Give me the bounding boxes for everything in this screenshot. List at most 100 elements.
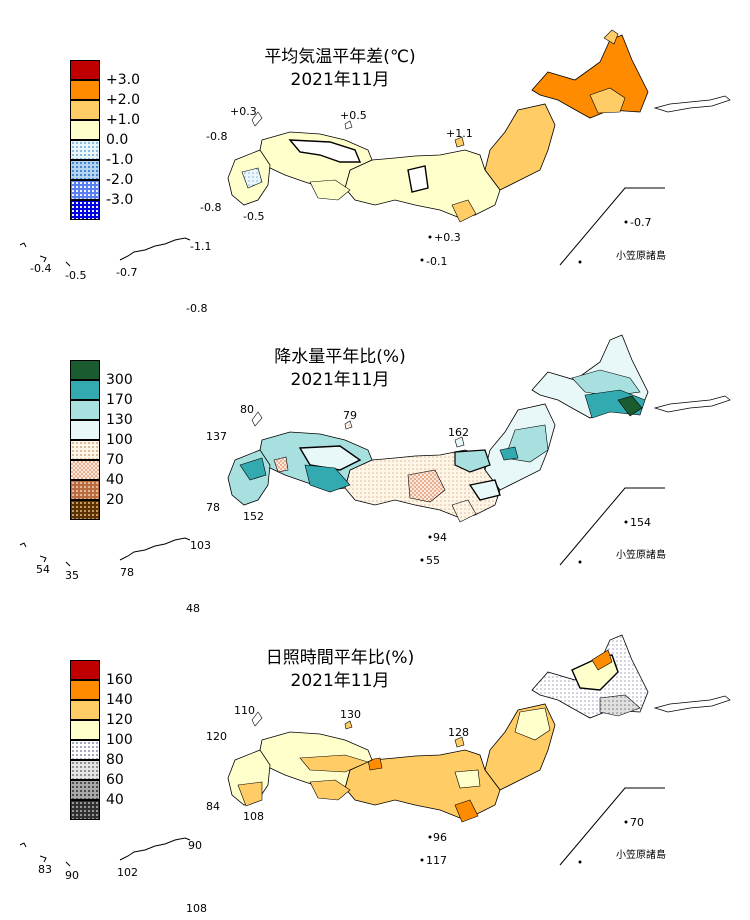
tsushima-island: [251, 411, 263, 427]
ogasawara-inset-frame: [559, 487, 665, 566]
temperature-value-1: +0.5: [340, 109, 367, 122]
sunshine-value-2: 128: [448, 726, 469, 739]
precipitation-value-7: 54: [36, 563, 50, 576]
precipitation-legend-label-1: 170: [106, 392, 133, 408]
sunshine-value-12: 117: [426, 854, 447, 867]
sunshine-value-6: 90: [188, 839, 202, 852]
chugoku-sunny-band: [299, 754, 369, 773]
minamitorishima-island: [578, 560, 582, 564]
temperature-value-10: -0.8: [186, 302, 208, 315]
hokuriku-wet: [454, 449, 491, 473]
precipitation-legend-box-5: [70, 460, 100, 480]
nansei-islands: [19, 537, 191, 567]
temperature-legend-box-7: [70, 200, 100, 220]
precipitation-panel: 降水量平年比(%) 2021年11月 300 170 130 100 70 40…: [0, 300, 750, 614]
hokkaido-north-tip: [603, 29, 619, 45]
precipitation-value-2: 162: [448, 426, 469, 439]
hachijojima-island: [428, 235, 432, 239]
sunshine-value-0: 110: [234, 704, 255, 717]
nansei-islands: [19, 237, 191, 267]
precipitation-value-10: 48: [186, 602, 200, 615]
temperature-panel: 平均気温平年差(℃) 2021年11月 +3.0 +2.0 +1.0 0.0 -…: [0, 0, 750, 314]
precipitation-legend-label-2: 130: [106, 412, 133, 428]
chubu-normal-spot: [454, 769, 481, 789]
precipitation-map: [19, 334, 731, 567]
sunshine-value-5: 108: [243, 810, 264, 823]
temperature-legend-label-5: -2.0: [106, 172, 134, 188]
sunshine-legend-label-3: 100: [106, 732, 133, 748]
sunshine-legend-box-4: [70, 740, 100, 760]
hokkaido-very-wet: [617, 395, 643, 417]
precipitation-legend-box-6: [70, 480, 100, 500]
temperature-legend-box-1: [70, 80, 100, 100]
precipitation-legend-box-0: [70, 360, 100, 380]
temperature-legend-label-3: 0.0: [106, 132, 129, 148]
temperature-legend-box-4: [70, 140, 100, 160]
sunshine-value-13: 70: [630, 816, 644, 829]
temperature-legend-box-0: [70, 60, 100, 80]
kyushu-wet-area: [239, 457, 267, 481]
sunshine-value-10: 108: [186, 902, 207, 915]
hokkaido-inner: [589, 87, 626, 114]
sunshine-legend-box-6: [70, 780, 100, 800]
shikoku-region: [309, 779, 351, 801]
precipitation-value-11: 94: [433, 531, 447, 544]
precipitation-legend-label-3: 100: [106, 432, 133, 448]
tsushima-island: [251, 111, 263, 127]
chubu-dry: [407, 469, 446, 503]
sunshine-legend-label-1: 140: [106, 692, 133, 708]
aogashima-island: [420, 558, 424, 562]
temperature-legend-label-6: -3.0: [106, 192, 134, 208]
precipitation-title-line1: 降水量平年比(%): [274, 347, 406, 367]
temperature-legend-box-5: [70, 160, 100, 180]
temperature-legend-box-2: [70, 100, 100, 120]
precipitation-value-12: 55: [426, 554, 440, 567]
sunshine-legend-box-5: [70, 760, 100, 780]
sunshine-legend-label-4: 80: [106, 752, 124, 768]
kinki-coast-sunny: [367, 757, 383, 771]
sunshine-ogasawara-label: 小笠原諸島: [616, 850, 666, 861]
ogasawara-inset-frame: [559, 787, 665, 866]
chichijima-island: [624, 220, 628, 224]
chugoku-inner: [298, 445, 362, 471]
sado-island: [454, 736, 465, 748]
temperature-map: [19, 29, 731, 267]
tohoku-wet-core: [499, 446, 519, 461]
hachijojima-island: [428, 535, 432, 539]
boso-peninsula: [451, 499, 477, 523]
chugoku-northwest: [288, 139, 362, 163]
temperature-value-0: +0.3: [230, 105, 257, 118]
ogasawara-inset-frame: [559, 187, 665, 266]
tohoku-region: [484, 103, 556, 191]
temperature-legend-label-1: +2.0: [106, 92, 140, 108]
precipitation-ogasawara-label: 小笠原諸島: [616, 550, 666, 561]
temperature-value-6: -1.1: [190, 240, 212, 253]
sunshine-panel: 日照時間平年比(%) 2021年11月 160 140 120 100 80 6…: [0, 600, 750, 914]
temperature-title-line1: 平均気温平年差(℃): [264, 47, 416, 67]
temperature-value-11: +0.3: [434, 231, 461, 244]
temperature-value-7: -0.4: [30, 262, 52, 275]
sunshine-legend-label-2: 120: [106, 712, 133, 728]
precipitation-value-5: 152: [243, 510, 264, 523]
precipitation-legend-box-1: [70, 380, 100, 400]
precipitation-value-3: 137: [206, 430, 227, 443]
hokkaido-east-chain: [653, 395, 731, 413]
temperature-value-13: -0.7: [630, 216, 652, 229]
precipitation-legend-label-4: 70: [106, 452, 124, 468]
sunshine-value-7: 83: [38, 863, 52, 876]
oki-island: [344, 120, 353, 130]
tohoku-west-normal: [514, 707, 551, 741]
precipitation-value-6: 103: [190, 539, 211, 552]
sunshine-legend-box-3: [70, 720, 100, 740]
precipitation-legend-box-3: [70, 420, 100, 440]
precipitation-value-1: 79: [343, 409, 357, 422]
sunshine-legend-box-2: [70, 700, 100, 720]
precipitation-legend-box-2: [70, 400, 100, 420]
precipitation-value-8: 35: [65, 569, 79, 582]
hokkaido-region: [531, 34, 649, 119]
hokkaido-very-sunny: [591, 649, 613, 671]
sado-island: [454, 136, 465, 148]
temperature-value-8: -0.5: [65, 269, 87, 282]
sunshine-title-line2: 2021年11月: [290, 671, 390, 691]
temperature-ogasawara-label: 小笠原諸島: [616, 251, 666, 262]
